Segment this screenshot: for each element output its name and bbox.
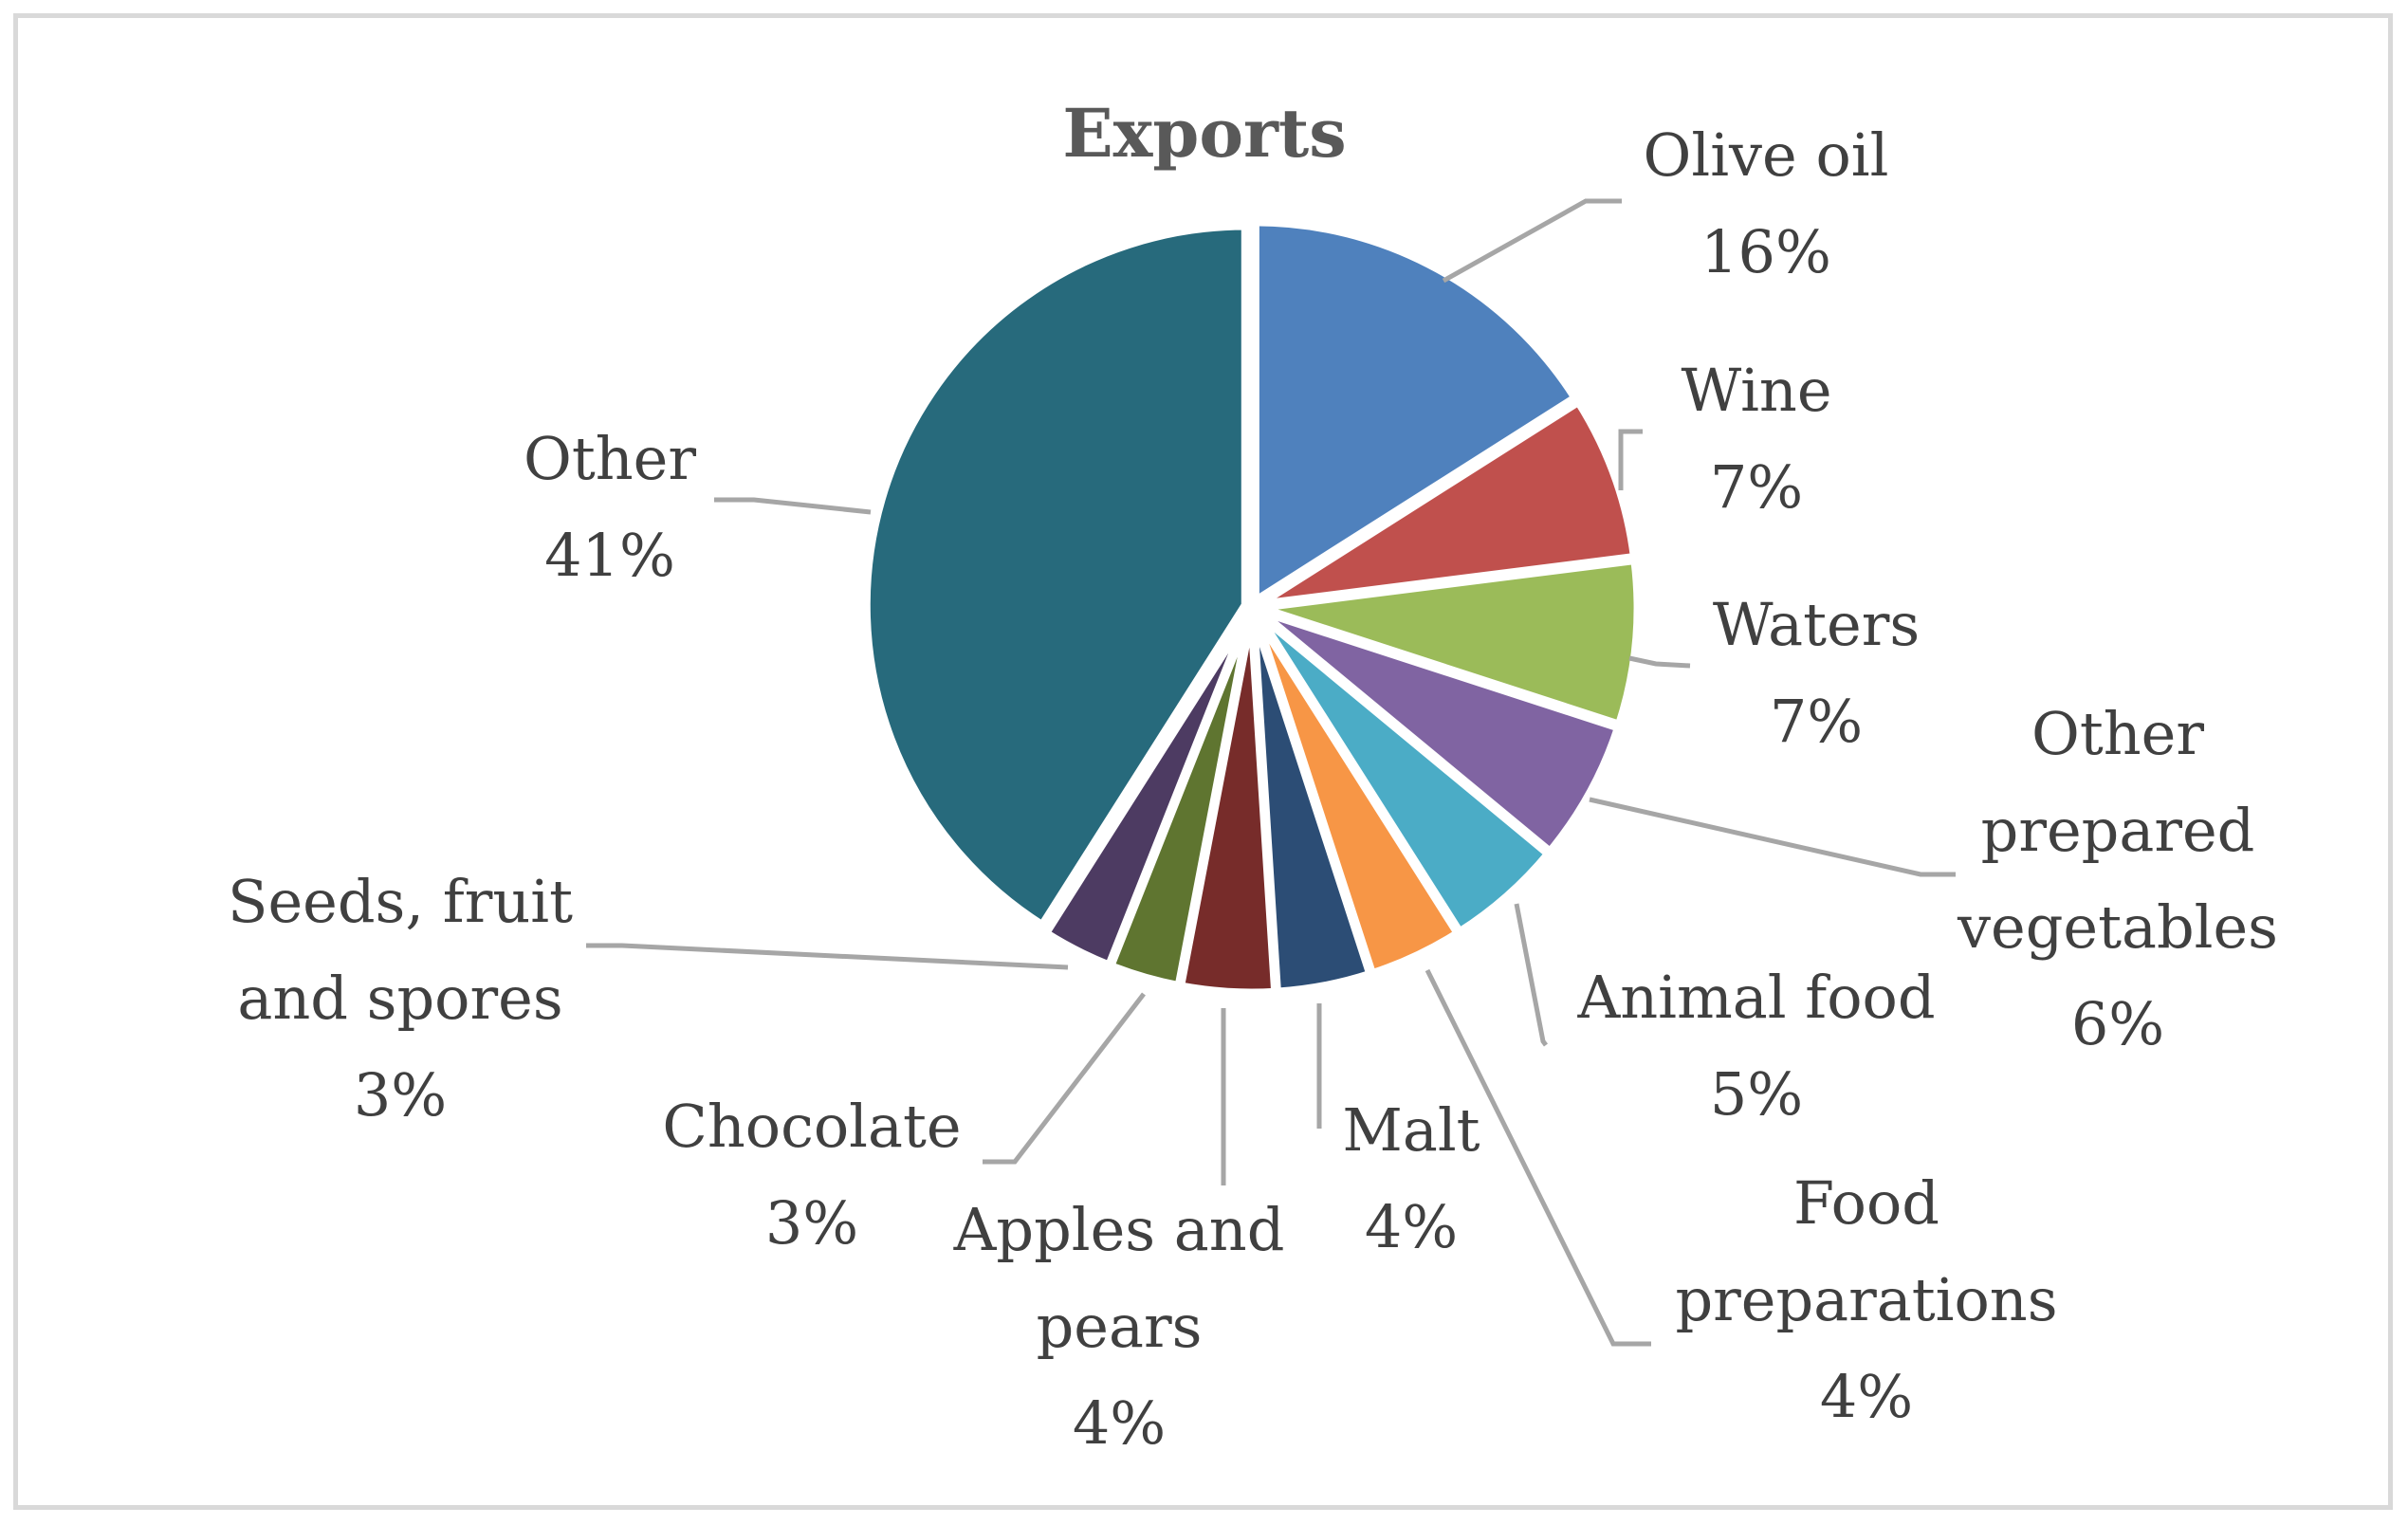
data-label: Chocolate 3% <box>662 1092 961 1258</box>
chart-title: Exports <box>1062 94 1346 173</box>
data-label-category: Food <box>1793 1168 1939 1238</box>
leader-line <box>1514 903 1548 1047</box>
pie-slice-other <box>861 221 1250 931</box>
leader-line <box>1618 429 1643 490</box>
data-label-category: Wine <box>1681 356 1831 425</box>
data-label-percent: 5% <box>1710 1059 1803 1129</box>
data-label: Animal food 5% <box>1576 963 1935 1129</box>
data-label: Wine 7% <box>1681 356 1831 522</box>
data-label: Other prepared vegetables 6% <box>1957 699 2278 1058</box>
data-label-percent: 7% <box>1770 687 1863 756</box>
data-label-percent: 41% <box>544 521 675 590</box>
data-label-category: Malt <box>1342 1095 1480 1165</box>
leader-line <box>1628 655 1691 669</box>
data-label-category: and spores <box>237 964 562 1033</box>
data-label-category: pears <box>1037 1292 1203 1361</box>
data-label: Apples and pears 4% <box>953 1195 1285 1458</box>
pie-slice-other-prepared-vegetables <box>1255 606 1625 858</box>
pie-slice-waters <box>1257 555 1643 730</box>
data-label: Olive oil 16% <box>1644 120 1889 286</box>
data-label-category: Olive oil <box>1644 120 1889 190</box>
data-label-percent: 3% <box>765 1188 858 1258</box>
leader-line <box>983 992 1146 1165</box>
pie-slices <box>861 217 1643 998</box>
data-label-percent: 4% <box>1365 1192 1458 1261</box>
data-label-category: prepared <box>1981 796 2255 865</box>
leader-line <box>1442 198 1622 284</box>
data-label-category: Apples and <box>953 1195 1285 1264</box>
data-label: Food preparations 4% <box>1675 1168 2057 1431</box>
data-label-category: Animal food <box>1576 963 1935 1032</box>
data-labels: Olive oil 16% Wine 7% Waters 7% Other prepared v… <box>228 120 2278 1458</box>
data-label-category: preparations <box>1675 1265 2057 1334</box>
data-label-percent: 4% <box>1073 1388 1166 1458</box>
data-label: Other 41% <box>524 424 696 590</box>
leader-lines <box>586 198 1956 1347</box>
data-label: Malt 4% <box>1342 1095 1480 1261</box>
leader-line <box>714 497 872 515</box>
data-label-percent: 4% <box>1820 1362 1913 1431</box>
pie-slice-wine <box>1256 395 1640 610</box>
data-label: Waters 7% <box>1713 590 1920 756</box>
leader-line <box>586 943 1069 970</box>
data-label-percent: 3% <box>354 1060 447 1130</box>
data-label-category: Chocolate <box>662 1092 961 1161</box>
data-label-percent: 7% <box>1710 452 1803 522</box>
data-label-category: vegetables <box>1957 892 2278 962</box>
pie-slice-olive-oil <box>1250 217 1582 610</box>
data-label-percent: 16% <box>1700 217 1831 286</box>
leader-line <box>1425 968 1651 1347</box>
pie-slice-seeds-fruit-and-spores <box>1039 610 1254 971</box>
data-label-percent: 6% <box>2071 989 2164 1058</box>
data-label-category: Other <box>524 424 696 493</box>
data-label-category: Seeds, fruit <box>228 867 573 936</box>
leader-line <box>1589 797 1956 877</box>
data-label-category: Other <box>2031 699 2204 768</box>
data-label-category: Waters <box>1713 590 1920 659</box>
data-label: Seeds, fruit and spores 3% <box>228 867 573 1130</box>
